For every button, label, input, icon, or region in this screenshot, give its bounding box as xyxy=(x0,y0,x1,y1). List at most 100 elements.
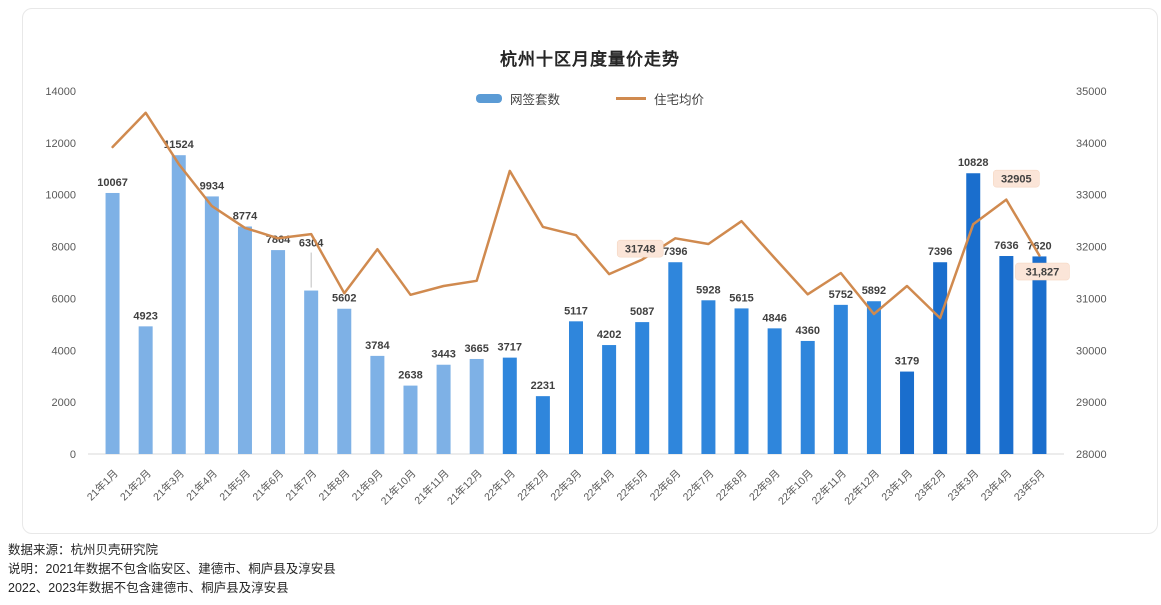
bar-value-label: 3179 xyxy=(895,356,919,368)
bar xyxy=(900,371,915,454)
price-label-badge xyxy=(616,239,664,258)
x-axis-category-label: 22年10月 xyxy=(775,467,816,508)
bar-value-label: 3717 xyxy=(498,342,522,354)
chart-title: 杭州十区月度量价走势 xyxy=(500,50,680,69)
price-label-badge xyxy=(1015,262,1070,281)
x-axis-category-label: 22年4月 xyxy=(581,467,617,503)
chart-legend: 网签套数 住宅均价 xyxy=(23,89,1157,108)
bar xyxy=(833,304,848,454)
left-axis-tick-label: 10000 xyxy=(45,190,76,202)
price-value-label: 31,827 xyxy=(1026,267,1060,279)
x-axis-category-label: 21年1月 xyxy=(84,467,120,503)
x-axis-category-label: 21年10月 xyxy=(378,467,419,508)
bar xyxy=(668,262,683,454)
legend-item-bar-series: 网签套数 xyxy=(475,89,560,108)
bar-value-label: 8774 xyxy=(233,211,258,223)
price-value-label: 32905 xyxy=(1001,174,1032,186)
bar-value-label: 10067 xyxy=(97,177,128,189)
right-axis-tick-label: 34000 xyxy=(1076,138,1107,150)
left-axis-tick-label: 2000 xyxy=(52,397,76,409)
right-axis-tick-label: 35000 xyxy=(1076,86,1107,98)
bar-value-label: 3443 xyxy=(431,349,455,361)
bar xyxy=(999,256,1014,454)
bar xyxy=(171,155,186,454)
right-axis-tick-label: 28000 xyxy=(1076,449,1107,461)
bar xyxy=(535,396,550,454)
x-axis-category-label: 22年1月 xyxy=(481,467,517,503)
bar-value-label: 5892 xyxy=(862,285,886,297)
x-axis-category-label: 22年6月 xyxy=(647,467,683,503)
bar-value-label: 11524 xyxy=(164,139,195,151)
legend-item-line-series: 住宅均价 xyxy=(616,89,704,108)
bar-value-label: 5117 xyxy=(564,305,588,317)
bar xyxy=(469,358,484,454)
x-axis-category-label: 21年8月 xyxy=(316,467,352,503)
bar xyxy=(304,290,319,454)
bar-value-label: 4360 xyxy=(795,325,819,337)
price-value-label: 31748 xyxy=(625,244,656,256)
chart-card: 杭州十区月度量价走势 网签套数 住宅均价 0 2000 4000 6000 8000 10… xyxy=(22,8,1158,534)
combo-chart-canvas: 0 2000 4000 6000 8000 10000 12000 14000 28000 290… xyxy=(45,86,1107,508)
bar-value-label: 10828 xyxy=(958,157,989,169)
bar-value-label: 3665 xyxy=(464,343,488,355)
bar xyxy=(734,308,749,454)
bar-series-swatch-icon xyxy=(475,94,502,103)
scope-note-2022-2023: 2022、2023年数据不包含建德市、桐庐县及淳安县 xyxy=(8,581,289,595)
x-axis-category-label: 22年2月 xyxy=(515,467,551,503)
bar xyxy=(933,262,948,454)
bar xyxy=(502,357,517,454)
bar-value-label: 5602 xyxy=(332,293,356,305)
bar-value-label: 6304 xyxy=(299,238,324,250)
bar xyxy=(635,322,650,454)
right-axis-tick-label: 33000 xyxy=(1076,190,1107,202)
bar xyxy=(800,340,815,454)
bar-value-label: 2638 xyxy=(398,370,422,382)
bar-value-label: 7396 xyxy=(928,246,952,258)
price-line xyxy=(111,111,1041,320)
x-axis-category-label: 23年1月 xyxy=(879,467,915,503)
x-axis-category-label: 21年6月 xyxy=(250,467,286,503)
x-axis-category-label: 21年3月 xyxy=(150,467,186,503)
bar-value-label: 3784 xyxy=(365,340,390,352)
x-axis-category-label: 21年2月 xyxy=(117,467,153,503)
left-axis-tick-label: 8000 xyxy=(52,242,76,254)
left-axis-tick-label: 0 xyxy=(70,449,76,461)
bar xyxy=(966,173,981,454)
bar xyxy=(237,226,252,454)
bar-value-label: 5615 xyxy=(729,292,753,304)
bar xyxy=(1032,256,1047,454)
scope-note-2021: 说明：2021年数据不包含临安区、建德市、桐庐县及淳安县 xyxy=(8,562,336,576)
left-axis-tick-label: 12000 xyxy=(45,138,76,150)
bar-value-label: 9934 xyxy=(200,180,225,192)
bar xyxy=(105,192,120,455)
x-axis-category-label: 22年12月 xyxy=(841,467,882,508)
bar-value-label: 5752 xyxy=(829,289,853,301)
left-axis-tick-label: 14000 xyxy=(45,86,76,98)
x-axis-category-label: 23年3月 xyxy=(945,467,981,503)
bar xyxy=(337,308,352,454)
footer-notes: 数据来源：杭州贝壳研究院 说明：2021年数据不包含临安区、建德市、桐庐县及淳安… xyxy=(8,541,336,598)
bar xyxy=(403,385,418,454)
x-axis-category-label: 21年4月 xyxy=(184,467,220,503)
bar xyxy=(370,355,385,454)
bar xyxy=(204,196,219,454)
price-label-badge xyxy=(993,169,1040,188)
bar-value-label: 4202 xyxy=(597,329,621,341)
x-axis-category-label: 22年8月 xyxy=(713,467,749,503)
x-axis-category-label: 21年5月 xyxy=(217,467,253,503)
x-axis-category-label: 22年7月 xyxy=(680,467,716,503)
bar xyxy=(271,250,286,454)
legend-bar-label: 网签套数 xyxy=(509,93,560,107)
bar xyxy=(767,328,782,454)
bar-value-label: 4846 xyxy=(762,312,786,324)
x-axis-category-label: 22年5月 xyxy=(614,467,650,503)
x-axis-category-label: 23年5月 xyxy=(1011,467,1047,503)
bar xyxy=(569,321,583,454)
right-axis-tick-label: 30000 xyxy=(1076,345,1107,357)
bar xyxy=(436,364,451,454)
bar xyxy=(602,345,617,454)
data-source-note: 数据来源：杭州贝壳研究院 xyxy=(8,543,159,557)
bar-value-label: 5928 xyxy=(696,284,720,296)
bar-value-label: 4923 xyxy=(133,310,157,322)
left-axis-tick-label: 6000 xyxy=(52,293,76,305)
